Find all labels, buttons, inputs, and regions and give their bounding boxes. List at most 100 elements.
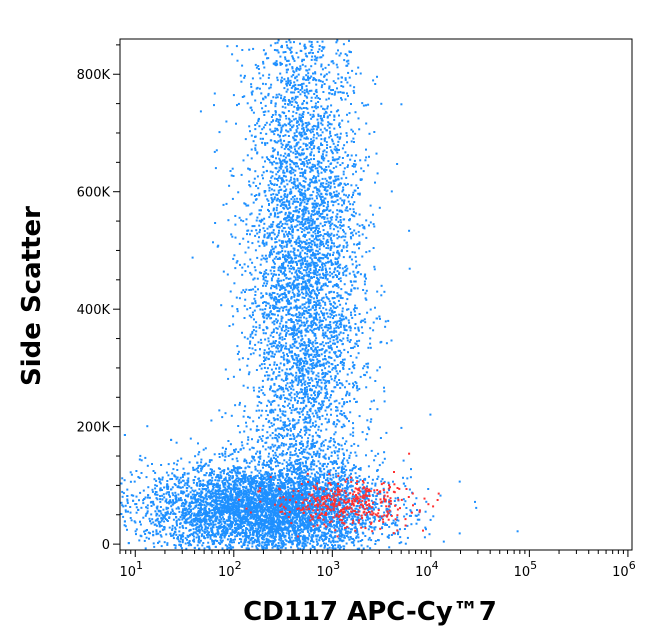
data-point (297, 419, 300, 422)
data-point (311, 366, 314, 369)
data-point (291, 464, 294, 467)
data-point (322, 334, 325, 337)
data-point (265, 243, 268, 246)
data-point (339, 277, 342, 280)
data-point (268, 294, 271, 297)
data-point (311, 169, 314, 172)
data-point (329, 220, 332, 223)
data-point (315, 280, 318, 283)
data-point (294, 169, 297, 172)
data-point (282, 351, 285, 354)
data-point (347, 351, 349, 354)
data-point (312, 319, 315, 322)
data-point (261, 254, 264, 257)
data-point (307, 366, 310, 369)
data-point (289, 41, 292, 44)
data-point (305, 446, 308, 449)
data-point (319, 497, 322, 500)
data-point (365, 438, 368, 441)
data-point (295, 284, 298, 287)
data-point (353, 310, 356, 313)
data-point (272, 250, 275, 253)
data-point (292, 314, 295, 317)
data-point (260, 272, 263, 274)
data-point (318, 353, 320, 356)
data-point (314, 102, 317, 105)
data-point (325, 247, 328, 249)
data-point (306, 129, 309, 132)
data-point (320, 65, 323, 68)
data-point (316, 294, 319, 297)
data-point (300, 184, 303, 187)
data-point (273, 299, 276, 302)
data-point (335, 508, 338, 510)
data-point (237, 191, 240, 194)
data-point (291, 283, 294, 286)
data-point (266, 198, 269, 201)
data-point (332, 204, 335, 207)
data-point (317, 150, 320, 153)
data-point (292, 380, 295, 383)
data-point (320, 203, 323, 206)
data-point (390, 339, 393, 342)
data-point (301, 342, 303, 345)
data-point (313, 312, 316, 315)
data-point (344, 98, 347, 101)
data-point (276, 363, 278, 366)
data-point (279, 288, 281, 291)
data-point (222, 203, 225, 206)
data-point (294, 254, 297, 257)
data-point (308, 408, 311, 411)
data-point (335, 195, 338, 198)
data-point (288, 158, 291, 161)
data-point (326, 116, 329, 119)
data-point (237, 350, 240, 353)
data-point (352, 270, 355, 273)
data-point (315, 228, 318, 231)
data-point (337, 457, 340, 460)
data-point (270, 422, 273, 425)
data-point (348, 39, 350, 42)
data-point (342, 245, 345, 248)
data-point (323, 546, 326, 549)
data-point (264, 338, 267, 341)
data-point (318, 204, 321, 207)
data-point (297, 229, 300, 232)
data-point (293, 358, 296, 361)
data-point (290, 259, 293, 262)
data-point (297, 147, 300, 150)
data-point (275, 162, 278, 165)
data-point (306, 96, 309, 99)
data-point (261, 156, 264, 159)
data-point (351, 361, 354, 364)
data-point (346, 518, 349, 521)
data-point (332, 473, 335, 476)
data-point (271, 163, 274, 166)
data-point (287, 235, 289, 238)
data-point (291, 384, 294, 387)
data-point (312, 77, 315, 79)
data-point (315, 364, 318, 367)
data-point (313, 154, 315, 157)
data-point (283, 185, 286, 188)
data-point (298, 210, 300, 213)
data-point (317, 359, 320, 362)
data-point (298, 131, 301, 134)
data-point (314, 226, 317, 229)
data-point (358, 213, 361, 216)
data-point (267, 110, 270, 113)
data-point (348, 293, 351, 296)
data-point (325, 154, 328, 157)
data-point (305, 263, 308, 266)
data-point (280, 128, 283, 131)
data-point (258, 386, 261, 389)
data-point (265, 356, 268, 359)
data-point (265, 132, 268, 135)
data-point (276, 203, 279, 206)
data-point (272, 417, 275, 420)
data-point (330, 260, 333, 263)
data-point (359, 321, 362, 324)
data-point (235, 261, 238, 264)
data-point (320, 386, 323, 389)
data-point (258, 354, 261, 357)
